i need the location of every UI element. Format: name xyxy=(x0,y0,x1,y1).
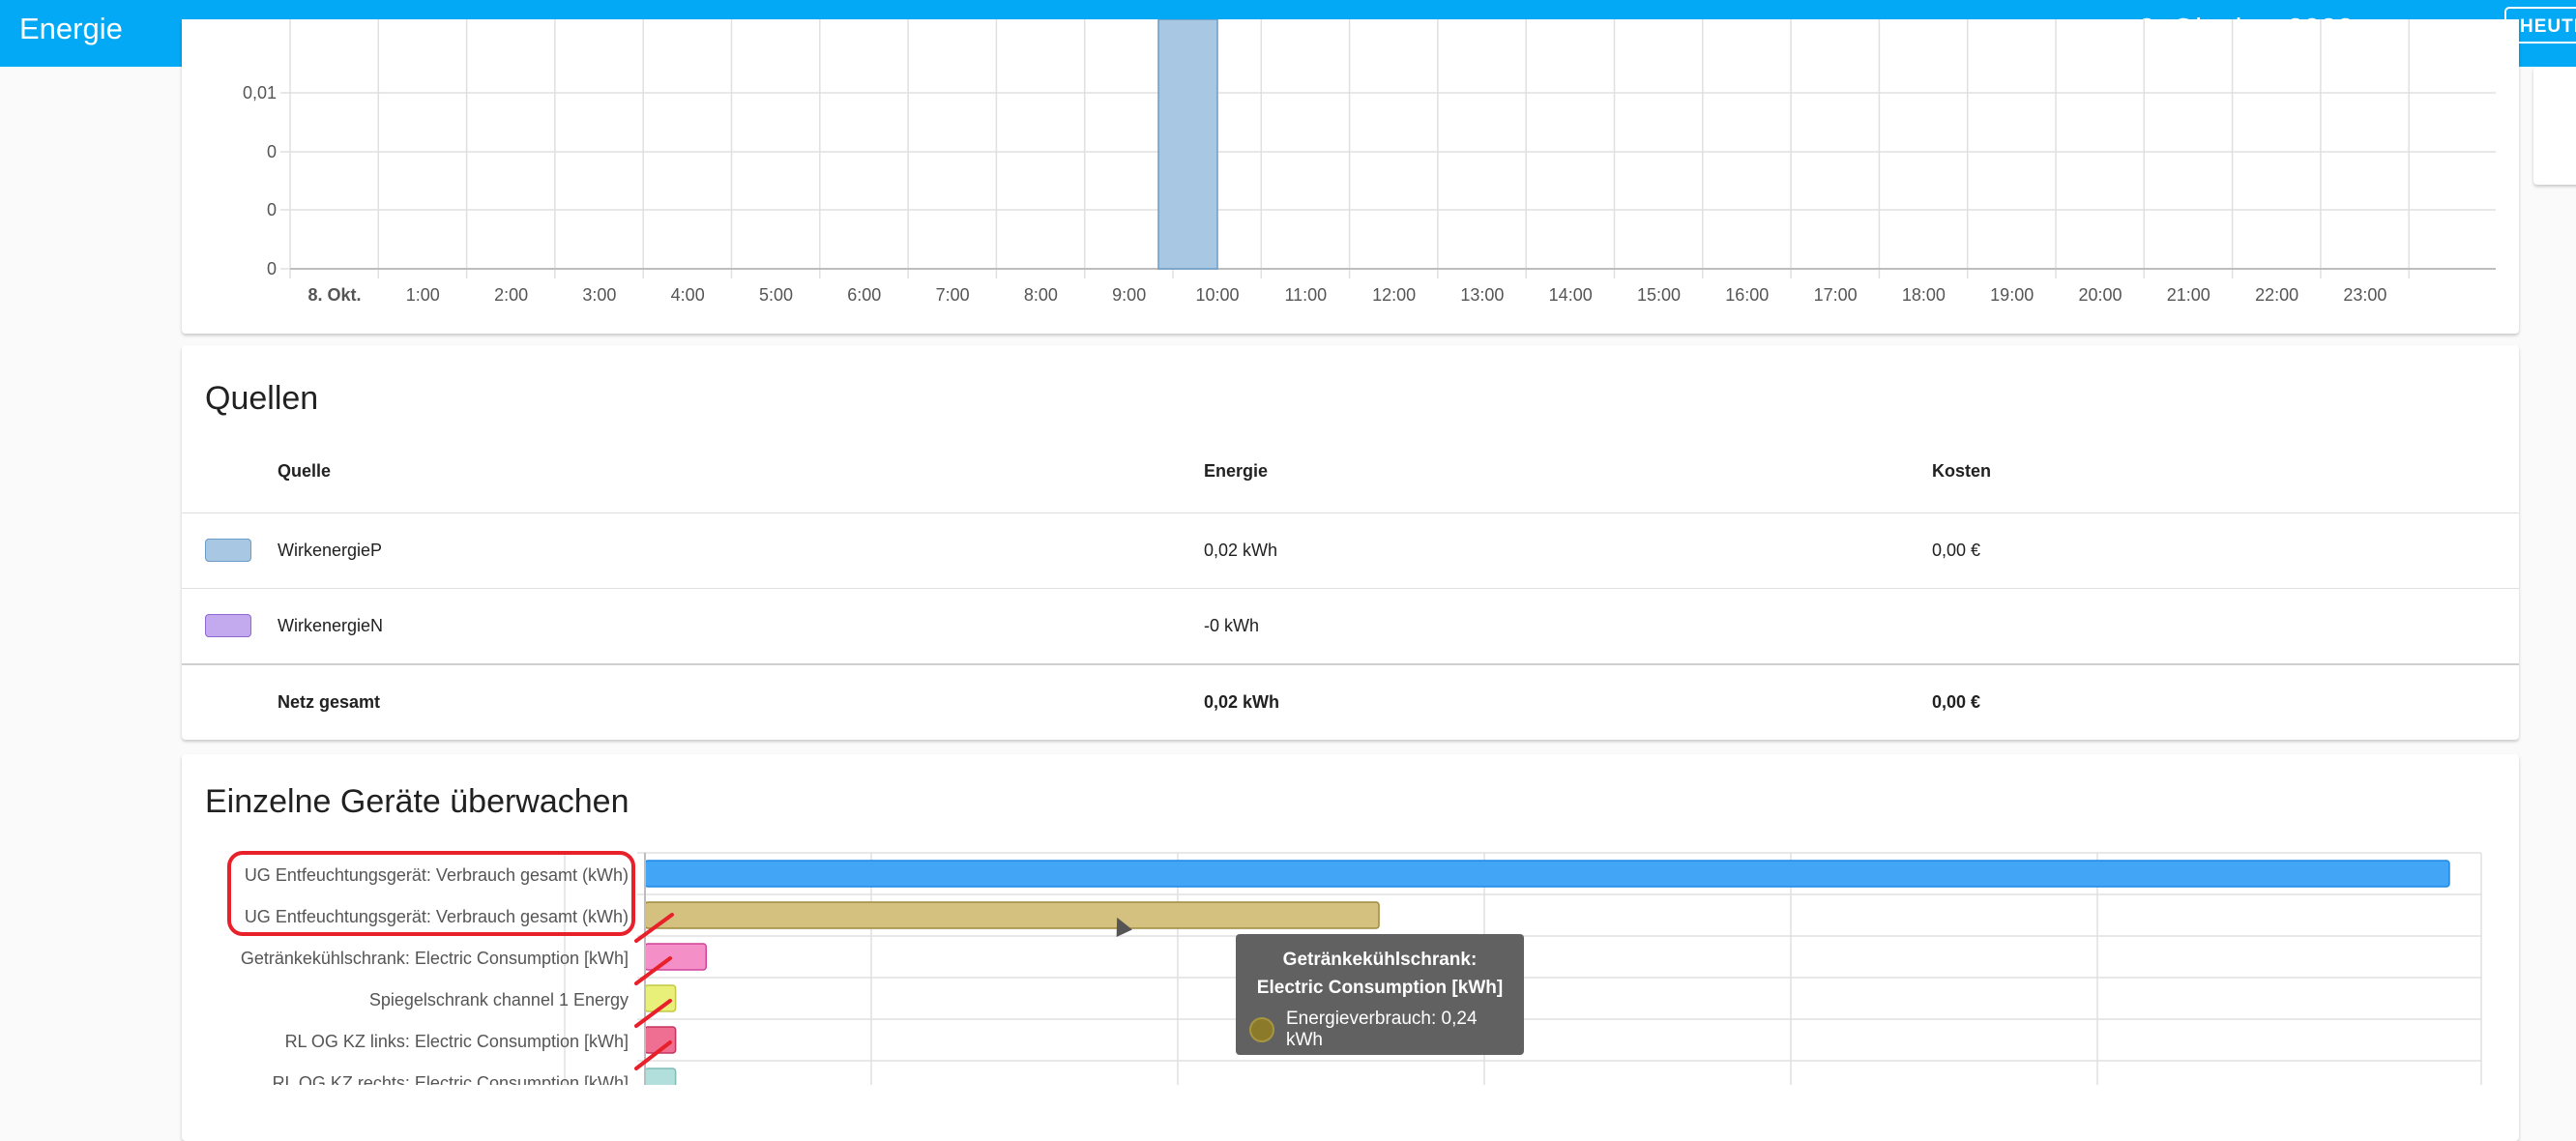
x-tick-label: 5:00 xyxy=(759,285,793,305)
annotation-stroke xyxy=(634,913,674,943)
x-tick-label: 10:00 xyxy=(1195,285,1239,305)
tooltip-color-dot xyxy=(1249,1017,1274,1042)
column-header-energy: Energie xyxy=(1204,461,1269,481)
device-label: RL OG KZ links: Electric Consumption [kW… xyxy=(285,1032,629,1051)
x-tick-label: 1:00 xyxy=(406,285,440,305)
device-label: UG Entfeuchtungsgerät: Verbrauch gesamt … xyxy=(245,907,629,926)
annotation-highlight-box xyxy=(227,851,635,936)
x-tick-label: 14:00 xyxy=(1549,285,1593,305)
device-label: UG Entfeuchtungsgerät: Verbrauch gesamt … xyxy=(245,865,629,885)
source-energy: -0 kWh xyxy=(1204,616,1260,635)
annotation-stroke xyxy=(634,999,672,1028)
device-bar xyxy=(644,943,708,971)
x-tick-label: 18:00 xyxy=(1902,285,1946,305)
column-header-cost: Kosten xyxy=(1932,461,1992,481)
x-tick-label: 13:00 xyxy=(1460,285,1504,305)
device-bar xyxy=(644,901,1380,929)
x-tick-label: 16:00 xyxy=(1725,285,1769,305)
x-tick-label: 12:00 xyxy=(1372,285,1416,305)
side-card xyxy=(2533,67,2576,185)
y-tick-label: 0 xyxy=(267,259,277,278)
y-tick-label: 0 xyxy=(267,142,277,161)
sources-title: Quellen xyxy=(205,380,319,417)
x-tick-label: 11:00 xyxy=(1284,285,1327,305)
source-name: WirkenergieN xyxy=(278,616,384,635)
x-tick-label: 17:00 xyxy=(1814,285,1858,305)
x-tick-label: 15:00 xyxy=(1637,285,1681,305)
x-tick-label: 4:00 xyxy=(671,285,705,305)
app-title: Energie xyxy=(19,12,123,45)
tooltip-title: Getränkekühlschrank: Electric Consumptio… xyxy=(1256,950,1504,998)
x-tick-label: 23:00 xyxy=(2343,285,2386,305)
device-label: Spiegelschrank channel 1 Energy xyxy=(369,990,629,1009)
x-tick-label: 20:00 xyxy=(2078,285,2122,305)
total-energy: 0,02 kWh xyxy=(1204,692,1280,712)
x-tick-label: 8. Okt. xyxy=(307,285,361,305)
source-name: WirkenergieP xyxy=(278,541,383,560)
annotation-stroke xyxy=(634,956,672,985)
table-row: WirkenergieN -0 kWh xyxy=(182,588,2519,664)
device-bar xyxy=(644,1068,677,1085)
devices-title: Einzelne Geräte überwachen xyxy=(205,783,629,820)
x-tick-label: 22:00 xyxy=(2255,285,2298,305)
chart-tooltip: Getränkekühlschrank: Electric Consumptio… xyxy=(1236,934,1524,1055)
device-bar xyxy=(644,860,2450,888)
hourly-bar xyxy=(1157,19,1218,270)
legend-swatch xyxy=(205,614,251,637)
x-tick-label: 6:00 xyxy=(847,285,881,305)
device-label: RL OG KZ rechts: Electric Consumption [k… xyxy=(273,1073,629,1085)
x-tick-label: 2:00 xyxy=(494,285,528,305)
hourly-energy-chart: 0,01 0 0 0 8. Okt. 1:00 2:00 3:00 4:00 5:00 6:00 7:… xyxy=(243,19,2496,305)
source-cost: 0,00 € xyxy=(1932,541,1981,560)
x-tick-label: 19:00 xyxy=(1990,285,2034,305)
device-label: Getränkekühlschrank: Electric Consumptio… xyxy=(241,949,629,968)
y-tick-label: 0 xyxy=(267,200,277,219)
legend-swatch xyxy=(205,539,251,562)
sources-card: Quellen Quelle Energie Kosten Wirkenergi… xyxy=(182,345,2519,740)
x-tick-label: 21:00 xyxy=(2167,285,2210,305)
tooltip-value: Energieverbrauch: 0,24 kWh xyxy=(1286,1009,1478,1050)
total-name: Netz gesamt xyxy=(278,692,381,712)
devices-energy-chart: UG Entfeuchtungsgerät: Verbrauch gesamt … xyxy=(227,851,2482,1085)
total-cost: 0,00 € xyxy=(1932,692,1981,712)
x-tick-label: 3:00 xyxy=(582,285,616,305)
x-tick-label: 8:00 xyxy=(1024,285,1058,305)
table-total-row: Netz gesamt 0,02 kWh 0,00 € xyxy=(182,663,2519,741)
annotation-stroke xyxy=(634,1040,672,1070)
y-tick-label: 0,01 xyxy=(243,83,277,102)
table-row: WirkenergieP 0,02 kWh 0,00 € xyxy=(182,512,2519,589)
column-header-source: Quelle xyxy=(278,461,332,481)
x-tick-label: 9:00 xyxy=(1112,285,1146,305)
energy-usage-card: 0,01 0 0 0 8. Okt. 1:00 2:00 3:00 4:00 5:00 6:00 7:… xyxy=(182,19,2519,334)
source-energy: 0,02 kWh xyxy=(1204,541,1278,560)
x-tick-label: 7:00 xyxy=(936,285,970,305)
